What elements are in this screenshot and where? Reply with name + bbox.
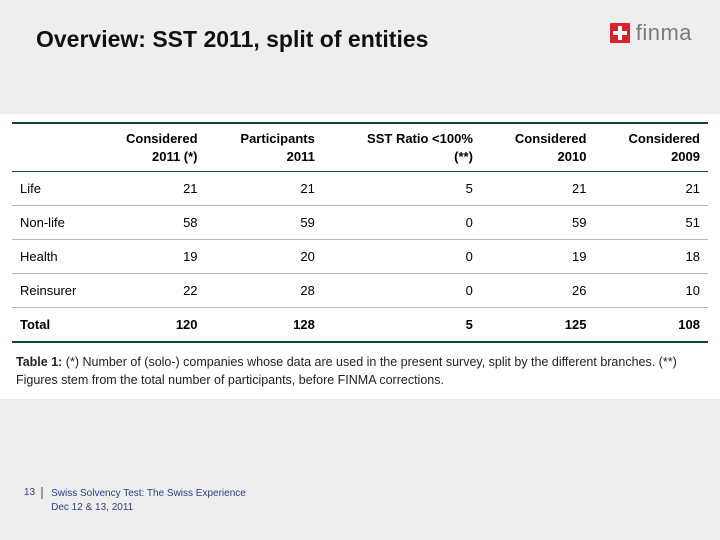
table-body: Life 21 21 5 21 21 Non-life 58 59 0 59 5… xyxy=(12,172,708,343)
cell: 5 xyxy=(323,308,481,343)
cell: 5 xyxy=(323,172,481,206)
cell: 21 xyxy=(481,172,595,206)
caption-label: Table 1: xyxy=(16,355,62,369)
table-row: Non-life 58 59 0 59 51 xyxy=(12,206,708,240)
cell: 51 xyxy=(594,206,708,240)
entities-table: Considered2011 (*) Participants2011 SST … xyxy=(12,122,708,343)
row-label: Non-life xyxy=(12,206,92,240)
cell: 26 xyxy=(481,274,595,308)
row-label: Reinsurer xyxy=(12,274,92,308)
col-sst-ratio: SST Ratio <100%(**) xyxy=(323,123,481,172)
slide-footer: 13 Swiss Solvency Test: The Swiss Experi… xyxy=(24,487,246,514)
row-label: Life xyxy=(12,172,92,206)
cell: 21 xyxy=(594,172,708,206)
cell: 59 xyxy=(481,206,595,240)
cell: 20 xyxy=(206,240,323,274)
caption-text: (*) Number of (solo-) companies whose da… xyxy=(16,355,677,387)
cell: 125 xyxy=(481,308,595,343)
col-considered-2010: Considered2010 xyxy=(481,123,595,172)
cell: 19 xyxy=(92,240,206,274)
table-container: Considered2011 (*) Participants2011 SST … xyxy=(0,114,720,399)
row-label: Total xyxy=(12,308,92,343)
swiss-flag-icon xyxy=(610,23,630,43)
table-total-row: Total 120 128 5 125 108 xyxy=(12,308,708,343)
logo: finma xyxy=(610,20,692,46)
cell: 10 xyxy=(594,274,708,308)
cell: 28 xyxy=(206,274,323,308)
footer-text: Swiss Solvency Test: The Swiss Experienc… xyxy=(51,487,246,514)
cell: 128 xyxy=(206,308,323,343)
cell: 0 xyxy=(323,274,481,308)
cell: 58 xyxy=(92,206,206,240)
cell: 108 xyxy=(594,308,708,343)
cell: 22 xyxy=(92,274,206,308)
page-number: 13 xyxy=(24,487,43,499)
table-row: Life 21 21 5 21 21 xyxy=(12,172,708,206)
row-label: Health xyxy=(12,240,92,274)
cell: 21 xyxy=(206,172,323,206)
cell: 0 xyxy=(323,240,481,274)
table-row: Health 19 20 0 19 18 xyxy=(12,240,708,274)
col-participants-2011: Participants2011 xyxy=(206,123,323,172)
col-considered-2011: Considered2011 (*) xyxy=(92,123,206,172)
cell: 19 xyxy=(481,240,595,274)
table-header-row: Considered2011 (*) Participants2011 SST … xyxy=(12,123,708,172)
lower-band xyxy=(0,399,720,540)
col-blank xyxy=(12,123,92,172)
col-considered-2009: Considered2009 xyxy=(594,123,708,172)
logo-text: finma xyxy=(636,20,692,46)
cell: 18 xyxy=(594,240,708,274)
cell: 120 xyxy=(92,308,206,343)
table-row: Reinsurer 22 28 0 26 10 xyxy=(12,274,708,308)
header-band: Overview: SST 2011, split of entities fi… xyxy=(0,0,720,114)
cell: 59 xyxy=(206,206,323,240)
cell: 21 xyxy=(92,172,206,206)
page-title: Overview: SST 2011, split of entities xyxy=(36,26,428,53)
cell: 0 xyxy=(323,206,481,240)
table-caption: Table 1: (*) Number of (solo-) companies… xyxy=(12,343,708,395)
